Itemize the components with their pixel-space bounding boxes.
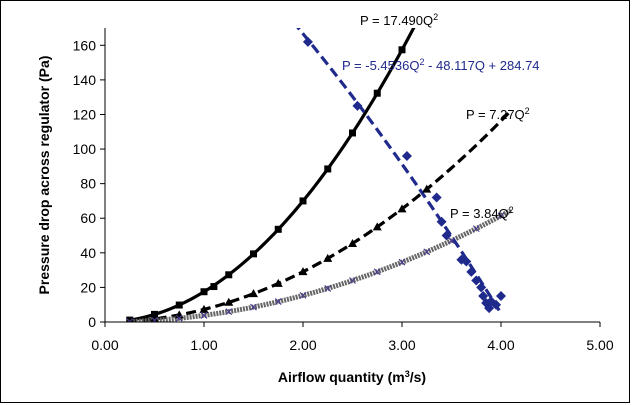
data-point-diamond bbox=[491, 299, 502, 310]
data-point-diamond bbox=[352, 100, 363, 111]
data-point-diamond bbox=[431, 192, 442, 203]
x-tick-label: 5.00 bbox=[586, 337, 613, 353]
data-point-x bbox=[472, 225, 480, 233]
data-point-triangle bbox=[273, 278, 283, 287]
data-point-square bbox=[373, 89, 381, 97]
data-point-diamond bbox=[471, 275, 482, 286]
annotation-384: P = 3.84Q2 bbox=[450, 205, 514, 221]
data-point-x bbox=[497, 212, 505, 220]
data-point-square bbox=[250, 250, 257, 258]
data-point-square bbox=[225, 271, 233, 279]
fit-line-17490 bbox=[126, 28, 416, 322]
data-point-square bbox=[175, 301, 183, 309]
data-point-square bbox=[398, 46, 406, 54]
data-point-x bbox=[448, 237, 455, 245]
y-tick-label: 120 bbox=[73, 106, 97, 122]
x-tick-label: 2.00 bbox=[289, 337, 316, 353]
data-point-x bbox=[225, 308, 233, 316]
data-point-triangle bbox=[298, 267, 308, 276]
y-tick-label: 20 bbox=[80, 279, 96, 295]
fit-line-727 bbox=[126, 109, 513, 322]
data-point-diamond bbox=[461, 256, 472, 267]
data-point-triangle bbox=[397, 204, 407, 213]
data-point-x bbox=[423, 248, 431, 256]
y-tick-label: 140 bbox=[73, 72, 97, 88]
data-point-diamond bbox=[466, 266, 477, 277]
data-point-diamond bbox=[496, 291, 506, 302]
y-tick-label: 60 bbox=[80, 210, 96, 226]
x-tick-label: 1.00 bbox=[190, 337, 217, 353]
data-point-triangle bbox=[150, 314, 159, 322]
data-point-square bbox=[274, 225, 282, 233]
data-point-triangle bbox=[224, 297, 234, 306]
data-point-triangle bbox=[323, 253, 333, 262]
data-point-triangle bbox=[199, 304, 209, 313]
data-point-square bbox=[200, 288, 208, 296]
annotation-727: P = 7.27Q2 bbox=[466, 106, 530, 122]
x-tick-label: 0.00 bbox=[91, 337, 118, 353]
annotation-17490: P = 17.490Q2 bbox=[360, 12, 438, 28]
annotation-quadratic: P = -5.4536Q2 - 48.117Q + 284.74 bbox=[342, 57, 540, 73]
data-point-x bbox=[349, 277, 356, 284]
data-point-diamond bbox=[441, 230, 452, 241]
fit-line-384 bbox=[126, 208, 513, 322]
data-point-triangle bbox=[422, 184, 432, 193]
x-tick-label: 3.00 bbox=[388, 337, 415, 353]
data-point-x bbox=[175, 314, 183, 322]
x-tick-label: 4.00 bbox=[487, 337, 514, 353]
data-point-triangle bbox=[249, 289, 258, 298]
y-tick-label: 0 bbox=[88, 314, 96, 330]
data-point-diamond bbox=[476, 282, 487, 293]
data-point-square bbox=[299, 197, 307, 205]
data-point-square bbox=[324, 165, 332, 173]
data-point-diamond bbox=[401, 150, 412, 161]
y-tick-label: 40 bbox=[80, 245, 96, 261]
data-point-x bbox=[398, 258, 406, 266]
y-axis-title: Pressure drop across regulator (Pa) bbox=[36, 56, 52, 295]
data-point-triangle bbox=[372, 222, 382, 231]
data-point-square bbox=[210, 283, 218, 291]
data-point-x bbox=[151, 316, 158, 322]
x-axis-title: Airflow quantity (m3/s) bbox=[278, 369, 426, 385]
data-point-triangle bbox=[348, 238, 357, 247]
data-point-x bbox=[373, 268, 381, 276]
data-point-x bbox=[250, 303, 257, 311]
data-point-diamond bbox=[436, 216, 447, 227]
y-tick-label: 100 bbox=[73, 141, 97, 157]
data-point-x bbox=[299, 291, 307, 299]
data-point-diamond bbox=[302, 36, 313, 47]
y-tick-label: 160 bbox=[73, 37, 97, 53]
data-point-square bbox=[349, 129, 356, 137]
y-tick-label: 80 bbox=[80, 176, 96, 192]
data-point-x bbox=[324, 285, 332, 292]
data-point-x bbox=[200, 312, 208, 319]
data-point-x bbox=[274, 298, 282, 306]
